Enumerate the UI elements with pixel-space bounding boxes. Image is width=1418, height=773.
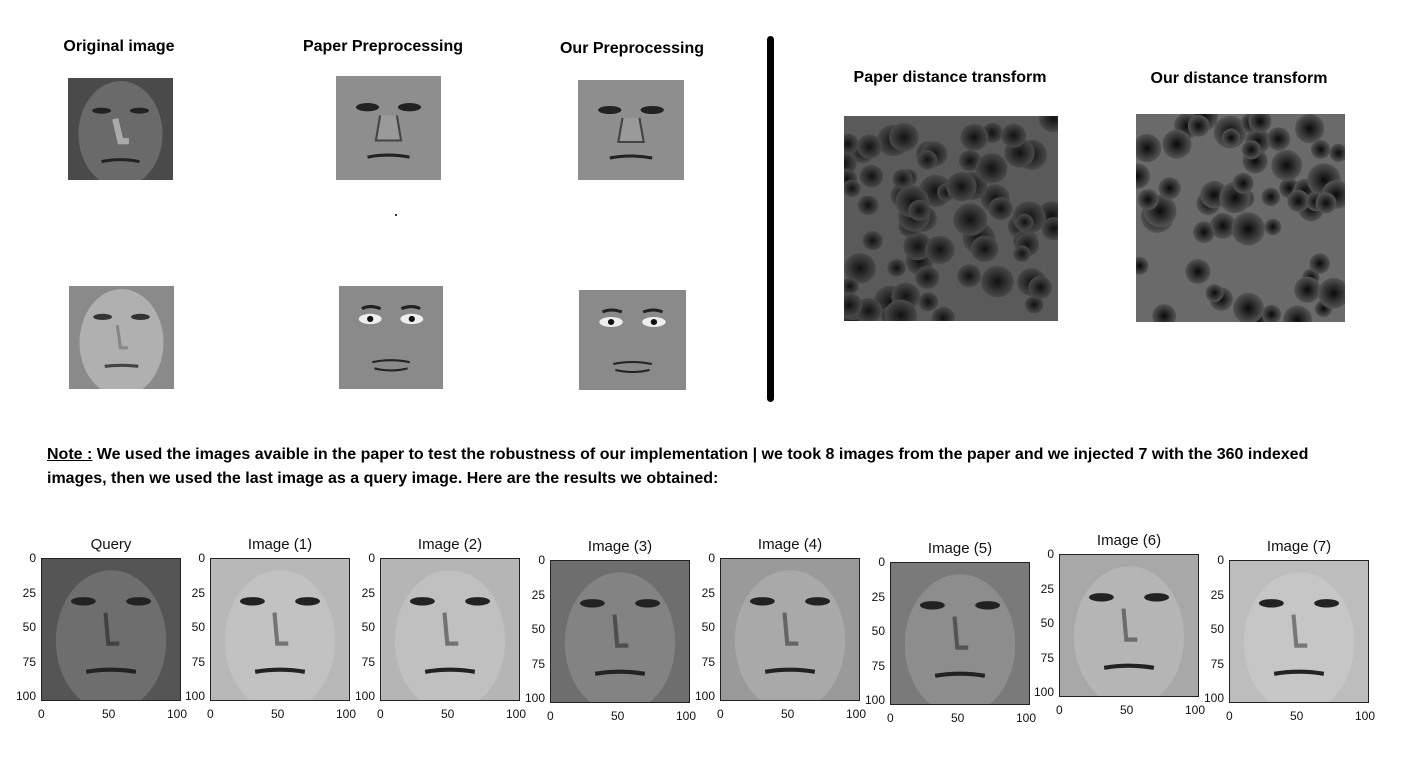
result-title-6: Image (6) [1096,532,1162,549]
result-face-image-1 [210,558,350,701]
y-tick-label: 50 [871,624,885,638]
y-tick-label: 75 [361,654,375,669]
y-tick-label: 25 [1040,581,1054,596]
y-tick-label: 0 [29,551,36,565]
y-tick-label: 50 [22,620,36,634]
x-tick-label: 0 [38,707,45,721]
result-title-2: Image (2) [417,536,483,553]
y-tick-label: 50 [1210,622,1224,636]
result-face-image-3 [550,560,690,703]
y-tick-label: 0 [708,551,715,565]
x-tick-label: 0 [1056,703,1063,717]
result-title-5: Image (5) [927,540,993,557]
our-preprocessed-face-2 [579,290,686,390]
y-tick-label: 25 [701,585,715,600]
result-title-7: Image (7) [1266,538,1332,555]
heading-our-distance-transform: Our distance transform [1150,70,1328,87]
y-tick-label: 75 [191,654,205,669]
paper-preprocessed-face-2 [339,286,443,389]
x-tick-label: 100 [336,707,357,721]
y-tick-label: 50 [1040,616,1054,630]
original-face-image-1 [68,78,173,180]
result-title-0: Query [90,536,132,553]
result-face-image-5 [890,562,1030,705]
stray-dot [395,214,397,216]
x-tick-label: 50 [102,707,116,721]
y-tick-label: 25 [871,589,885,604]
y-tick-label: 75 [531,656,545,671]
note-text: We used the images avaible in the paper … [47,446,1309,487]
x-tick-label: 0 [547,709,554,723]
y-tick-label: 25 [1210,587,1224,602]
x-tick-label: 0 [207,707,214,721]
y-tick-label: 0 [198,551,205,565]
x-tick-label: 0 [887,711,894,725]
y-tick-label: 25 [22,585,36,600]
y-tick-label: 0 [1047,547,1054,561]
x-tick-label: 0 [717,707,724,721]
x-tick-label: 50 [1120,703,1134,717]
x-tick-label: 50 [781,707,795,721]
x-tick-label: 50 [951,711,965,725]
x-tick-label: 0 [1226,709,1233,723]
result-face-image-6 [1059,554,1199,697]
result-title-1: Image (1) [247,536,313,553]
y-tick-label: 50 [531,622,545,636]
x-tick-label: 50 [1290,709,1304,723]
heading-original-image: Original image [63,38,175,55]
x-tick-label: 100 [167,707,188,721]
y-tick-label: 100 [1033,685,1054,699]
y-tick-label: 25 [531,587,545,602]
y-tick-label: 0 [878,555,885,569]
heading-our-preprocessing: Our Preprocessing [559,40,705,57]
y-tick-label: 75 [871,658,885,673]
result-face-image-0 [41,558,181,701]
y-tick-label: 75 [701,654,715,669]
original-face-image-2 [69,286,174,389]
y-tick-label: 0 [538,553,545,567]
x-tick-label: 100 [1355,709,1376,723]
result-face-image-2 [380,558,520,701]
paper-preprocessed-face-1 [336,76,441,180]
note-paragraph: Note : We used the images avaible in the… [47,443,1347,491]
y-tick-label: 75 [22,654,36,669]
y-tick-label: 100 [524,691,545,705]
x-tick-label: 50 [611,709,625,723]
vertical-divider [767,36,774,402]
note-label: Note : [47,446,93,463]
y-tick-label: 100 [694,689,715,703]
x-tick-label: 100 [1016,711,1037,725]
x-tick-label: 100 [506,707,527,721]
heading-paper-distance-transform: Paper distance transform [853,69,1047,86]
y-tick-label: 25 [191,585,205,600]
y-tick-label: 100 [864,693,885,707]
y-tick-label: 100 [184,689,205,703]
y-tick-label: 50 [361,620,375,634]
y-tick-label: 0 [368,551,375,565]
y-tick-label: 50 [701,620,715,634]
heading-paper-preprocessing: Paper Preprocessing [302,38,464,55]
our-preprocessed-face-1 [578,80,684,180]
our-distance-transform-image [1136,114,1345,322]
x-tick-label: 100 [676,709,697,723]
x-tick-label: 100 [1185,703,1206,717]
y-tick-label: 100 [1203,691,1224,705]
y-tick-label: 25 [361,585,375,600]
y-tick-label: 100 [354,689,375,703]
result-title-3: Image (3) [587,538,653,555]
paper-distance-transform-image [844,116,1058,321]
x-tick-label: 0 [377,707,384,721]
result-face-image-7 [1229,560,1369,703]
x-tick-label: 50 [271,707,285,721]
y-tick-label: 0 [1217,553,1224,567]
x-tick-label: 50 [441,707,455,721]
x-tick-label: 100 [846,707,867,721]
result-title-4: Image (4) [757,536,823,553]
y-tick-label: 75 [1040,650,1054,665]
result-face-image-4 [720,558,860,701]
y-tick-label: 75 [1210,656,1224,671]
y-tick-label: 100 [15,689,36,703]
y-tick-label: 50 [191,620,205,634]
